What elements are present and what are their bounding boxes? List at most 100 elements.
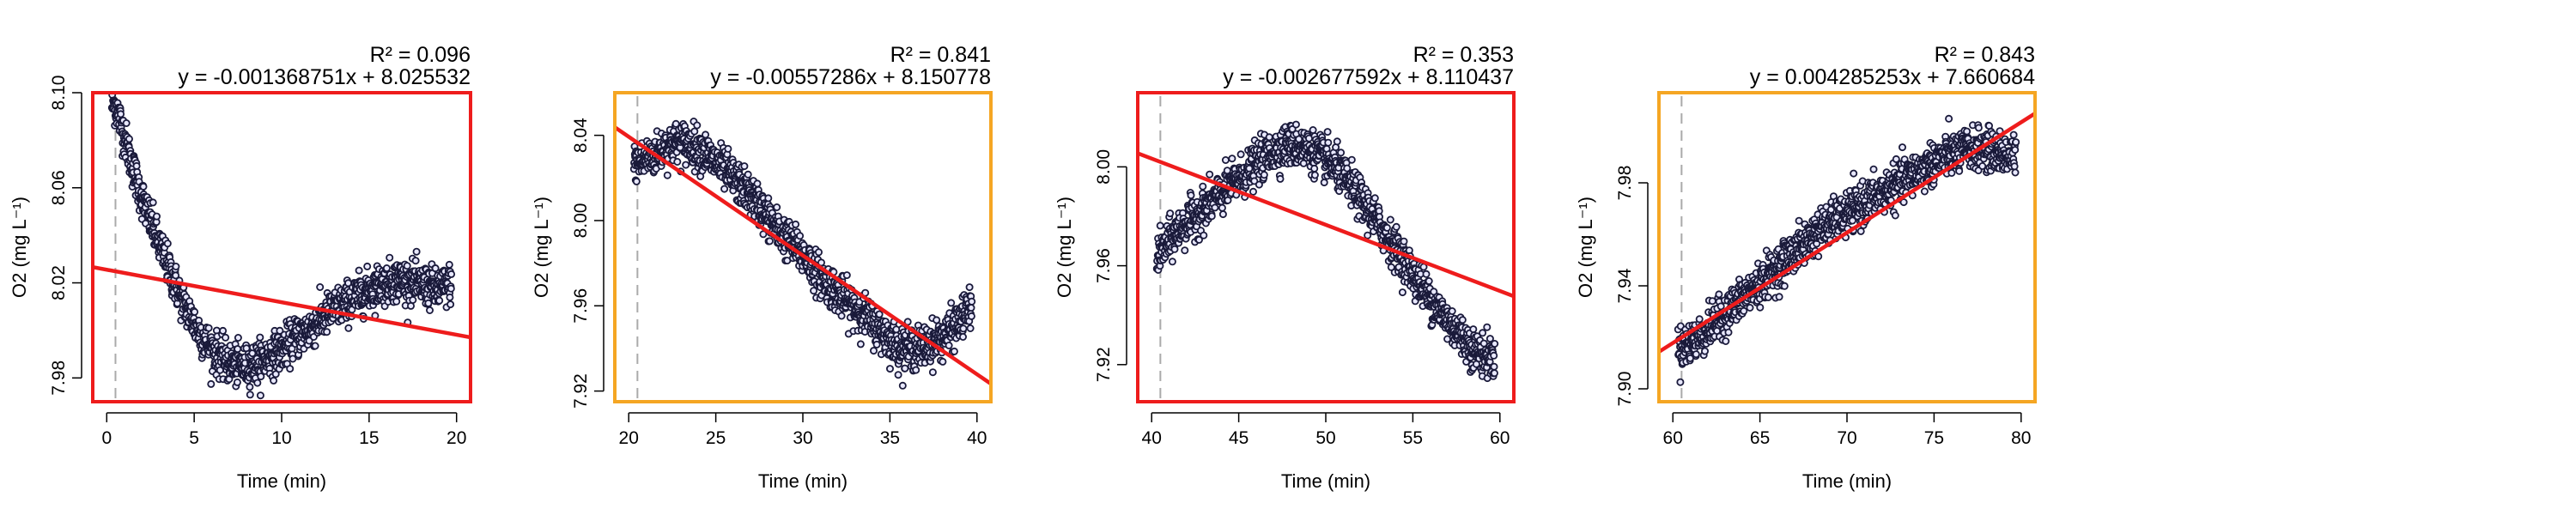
data-point <box>810 287 818 295</box>
y-axis: 7.988.028.068.10 <box>49 76 82 396</box>
x-axis: 40 45 50 55 60 <box>1142 412 1510 448</box>
data-point <box>702 130 710 139</box>
regression-line <box>1138 151 1514 299</box>
data-point <box>1856 227 1865 235</box>
data-point <box>928 368 937 377</box>
data-point <box>1218 210 1227 219</box>
data-point <box>1207 212 1216 221</box>
data-point <box>2011 168 2020 177</box>
data-point <box>1974 124 1983 132</box>
data-point <box>842 271 851 280</box>
data-point <box>1236 150 1245 159</box>
data-point <box>1448 306 1456 315</box>
data-point <box>409 295 417 304</box>
y-axis-title: O2 (mg L⁻¹) <box>9 197 30 298</box>
data-point <box>219 326 228 335</box>
data-point <box>792 220 800 228</box>
data-point <box>412 247 421 256</box>
data-point <box>1211 203 1219 212</box>
data-point <box>344 324 353 332</box>
data-point <box>693 121 702 130</box>
data-point <box>1166 209 1175 218</box>
data-point <box>256 391 264 400</box>
data-point <box>234 345 242 354</box>
data-point <box>271 370 280 379</box>
data-point <box>856 340 865 348</box>
y-tick-label: 7.98 <box>49 360 69 396</box>
data-point <box>1469 325 1478 334</box>
data-point <box>870 347 878 355</box>
y-tick-label: 7.96 <box>571 288 591 324</box>
data-point <box>875 310 884 318</box>
x-tick-label: 80 <box>2011 428 2031 448</box>
data-point <box>1291 120 1300 129</box>
r-squared-label: R² = 0.843 <box>1935 43 2035 67</box>
data-point <box>2011 146 2020 154</box>
data-point <box>1490 369 1498 378</box>
data-point <box>172 271 180 280</box>
y-axis: 7.907.947.98 <box>1615 166 1649 406</box>
data-point <box>152 212 161 221</box>
data-point <box>796 232 805 240</box>
data-point <box>1490 362 1498 371</box>
data-point <box>1168 258 1176 266</box>
data-point <box>191 307 199 316</box>
y-axis: 7.927.968.008.04 <box>571 118 605 409</box>
plot-frame <box>91 91 472 403</box>
regression-line <box>93 264 471 340</box>
y-tick-label: 7.92 <box>1094 347 1114 382</box>
data-point <box>1265 133 1273 142</box>
x-tick-label: 20 <box>447 428 466 448</box>
x-tick-label: 75 <box>1924 428 1944 448</box>
data-point <box>1848 216 1856 225</box>
x-axis: 0 5 10 15 20 <box>101 412 466 448</box>
data-point <box>163 239 172 248</box>
data-point <box>1323 128 1332 136</box>
data-point <box>1780 282 1789 290</box>
data-point <box>234 333 242 342</box>
y-tick-label: 7.98 <box>1615 166 1635 201</box>
x-axis-title: Time (min) <box>1802 470 1892 492</box>
plot-frame <box>1136 91 1516 403</box>
data-point <box>947 299 956 307</box>
x-tick-label: 45 <box>1229 428 1249 448</box>
x-tick-label: 50 <box>1315 428 1335 448</box>
data-point <box>1892 154 1900 163</box>
data-point <box>431 264 440 273</box>
data-point <box>424 299 433 307</box>
data-point <box>382 264 391 272</box>
data-point <box>1722 336 1730 345</box>
data-point <box>1249 187 1258 196</box>
data-point <box>1425 276 1433 285</box>
regression-equation: y = -0.001368751x + 8.025532 <box>178 65 471 89</box>
data-point <box>1343 164 1352 173</box>
data-point <box>139 182 148 191</box>
data-point <box>1899 198 1908 207</box>
data-point <box>1850 169 1858 178</box>
data-point <box>945 341 953 349</box>
data-point <box>1695 315 1704 324</box>
data-point <box>253 379 262 387</box>
x-tick-label: 55 <box>1403 428 1423 448</box>
data-point <box>1206 170 1214 179</box>
data-point <box>690 127 699 136</box>
regression-line <box>1659 112 2035 354</box>
data-point <box>1310 164 1319 173</box>
data-point <box>1333 137 1341 146</box>
data-point <box>411 257 420 265</box>
x-axis-title: Time (min) <box>1281 470 1370 492</box>
data-point <box>1978 161 1987 170</box>
data-point <box>724 144 732 153</box>
data-point <box>1386 215 1394 224</box>
data-point <box>1955 167 1964 175</box>
x-tick-label: 35 <box>880 428 900 448</box>
data-point <box>311 342 319 350</box>
data-point <box>1945 114 1953 123</box>
y-tick-label: 8.04 <box>571 118 591 153</box>
data-point <box>872 340 881 348</box>
regression-equation: y = -0.002677592x + 8.110437 <box>1223 65 1514 89</box>
data-point <box>632 177 641 185</box>
